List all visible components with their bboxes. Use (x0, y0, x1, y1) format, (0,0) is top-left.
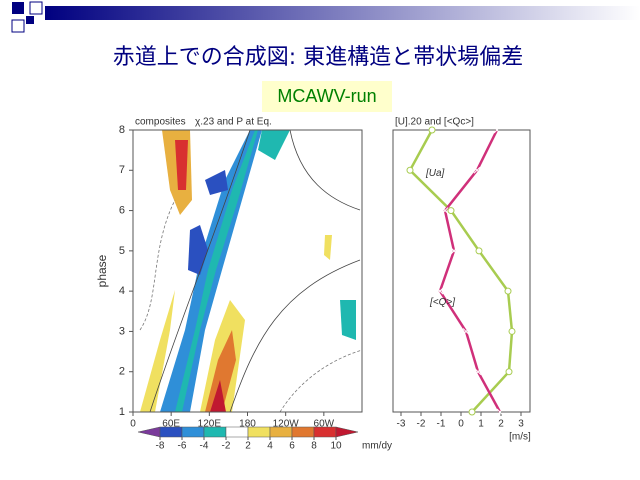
field (139, 130, 362, 412)
colorbar-unit: mm/dy (362, 441, 392, 452)
marker (496, 408, 504, 416)
panel-subtitle: χ.23 and P at Eq. (195, 117, 272, 128)
x-tick-label: 0 (458, 419, 464, 430)
series-line (438, 129, 502, 413)
marker (473, 166, 481, 174)
x-tick-label: 1 (478, 419, 484, 430)
colorbar-swatch (181, 426, 205, 438)
x-tick-label: 120E (198, 419, 222, 430)
x-tick-label: -1 (437, 419, 446, 430)
colorbar-label: 2 (245, 441, 251, 452)
marker (462, 328, 470, 335)
colorbar-swatch (203, 426, 227, 438)
marker (508, 327, 516, 335)
x-tick-label: -2 (417, 419, 426, 430)
marker (468, 408, 476, 416)
y-tick-label: 6 (119, 204, 125, 216)
panel-title: composites (135, 117, 186, 128)
colorbar-label: 4 (267, 441, 273, 452)
colorbar-swatch (247, 426, 271, 438)
x-tick-label: -3 (397, 419, 406, 430)
slide-subtitle: MCAWV-run (277, 86, 376, 106)
marker (493, 126, 501, 134)
marker (474, 368, 482, 376)
y-tick-label: 7 (119, 164, 125, 176)
series-label: [Ua] (425, 168, 445, 179)
colorbar-label: -8 (156, 441, 165, 452)
colorbar-swatch (335, 426, 359, 438)
x-tick-label: 120W (273, 419, 300, 430)
marker (441, 207, 449, 214)
colorbar-label: 6 (289, 441, 295, 452)
colorbar-swatch (269, 426, 293, 438)
colorbar-label: -2 (222, 441, 231, 452)
subtitle-box (262, 81, 392, 112)
marker (447, 207, 455, 215)
marker (406, 166, 414, 174)
colorbar-swatch (313, 426, 337, 438)
colorbar-swatch (137, 426, 161, 438)
x-tick-label: 2 (498, 419, 504, 430)
y-axis-label: phase (95, 254, 109, 287)
colorbar-label: 8 (311, 441, 317, 452)
decoration (11, 1, 640, 33)
y-tick-label: 8 (119, 124, 125, 136)
y-tick-label: 4 (119, 285, 125, 297)
series-label: [<Q>] (429, 297, 455, 308)
marker (504, 287, 512, 295)
x-axis-label: [m/s] (509, 432, 531, 443)
colorbar-label: -4 (200, 441, 209, 452)
marker (428, 126, 436, 134)
marker (436, 287, 444, 295)
x-tick-label: 0 (130, 419, 136, 430)
x-tick-label: 3 (518, 419, 524, 430)
colorbar-label: 10 (330, 441, 342, 452)
colorbar-swatch (291, 426, 315, 438)
y-tick-label: 3 (119, 325, 125, 337)
colorbar-swatch (225, 426, 249, 438)
marker (475, 247, 483, 255)
y-tick-label: 2 (119, 366, 125, 378)
marker (505, 368, 513, 376)
x-tick-label: 60E (162, 419, 180, 430)
y-tick-label: 5 (119, 245, 125, 257)
colorbar-swatch (159, 426, 183, 438)
x-tick-label: 180 (239, 419, 256, 430)
marker (450, 247, 458, 255)
colorbar-label: -6 (178, 441, 187, 452)
y-tick-label: 1 (119, 406, 125, 418)
panel-title: [U].20 and [<Qc>] (395, 117, 474, 128)
slide-title: 赤道上での合成図: 東進構造と帯状場偏差 (113, 45, 523, 70)
x-tick-label: 60W (314, 419, 335, 430)
series-line (408, 129, 514, 413)
